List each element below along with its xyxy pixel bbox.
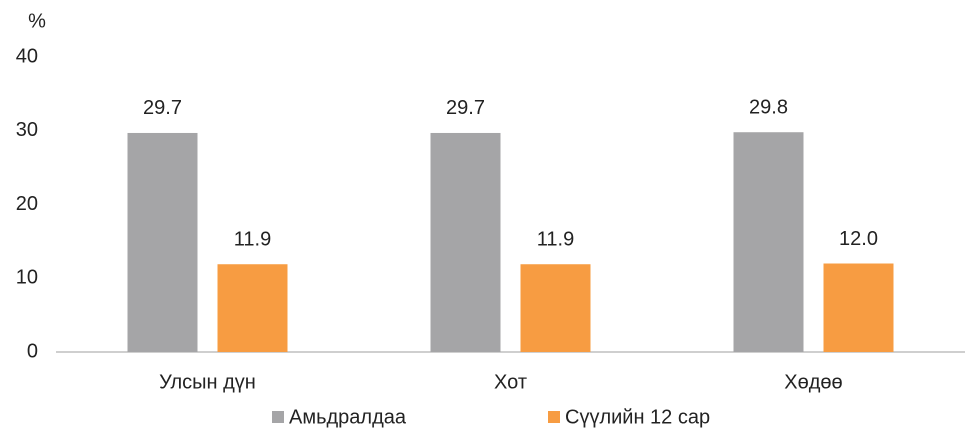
bar	[127, 132, 198, 352]
y-unit: %	[28, 10, 46, 32]
data-label: 11.9	[537, 229, 574, 251]
y-tick-label: 30	[16, 119, 38, 141]
legend-swatch	[548, 411, 560, 423]
bar	[733, 132, 804, 352]
data-label: 29.8	[749, 97, 788, 119]
y-tick-label: 20	[16, 193, 38, 215]
legend-label: Сүүлийн 12 сар	[565, 406, 710, 428]
legend-swatch	[272, 411, 284, 423]
x-tick-label: Хөдөө	[784, 371, 842, 393]
y-tick-label: 10	[16, 267, 38, 289]
y-tick-label: 40	[16, 45, 38, 67]
y-tick-label: 0	[27, 340, 38, 362]
data-label: 12.0	[839, 228, 878, 250]
bar	[217, 264, 288, 352]
bar	[430, 132, 501, 352]
data-label: 29.7	[446, 97, 485, 119]
x-tick-label: Улсын дүн	[159, 371, 256, 393]
data-label: 11.9	[234, 229, 271, 251]
data-label: 29.7	[143, 97, 182, 119]
bar	[520, 264, 591, 352]
legend-label: Амьдралдаа	[289, 406, 407, 428]
bar	[823, 263, 894, 352]
x-tick-label: Хот	[494, 371, 527, 393]
